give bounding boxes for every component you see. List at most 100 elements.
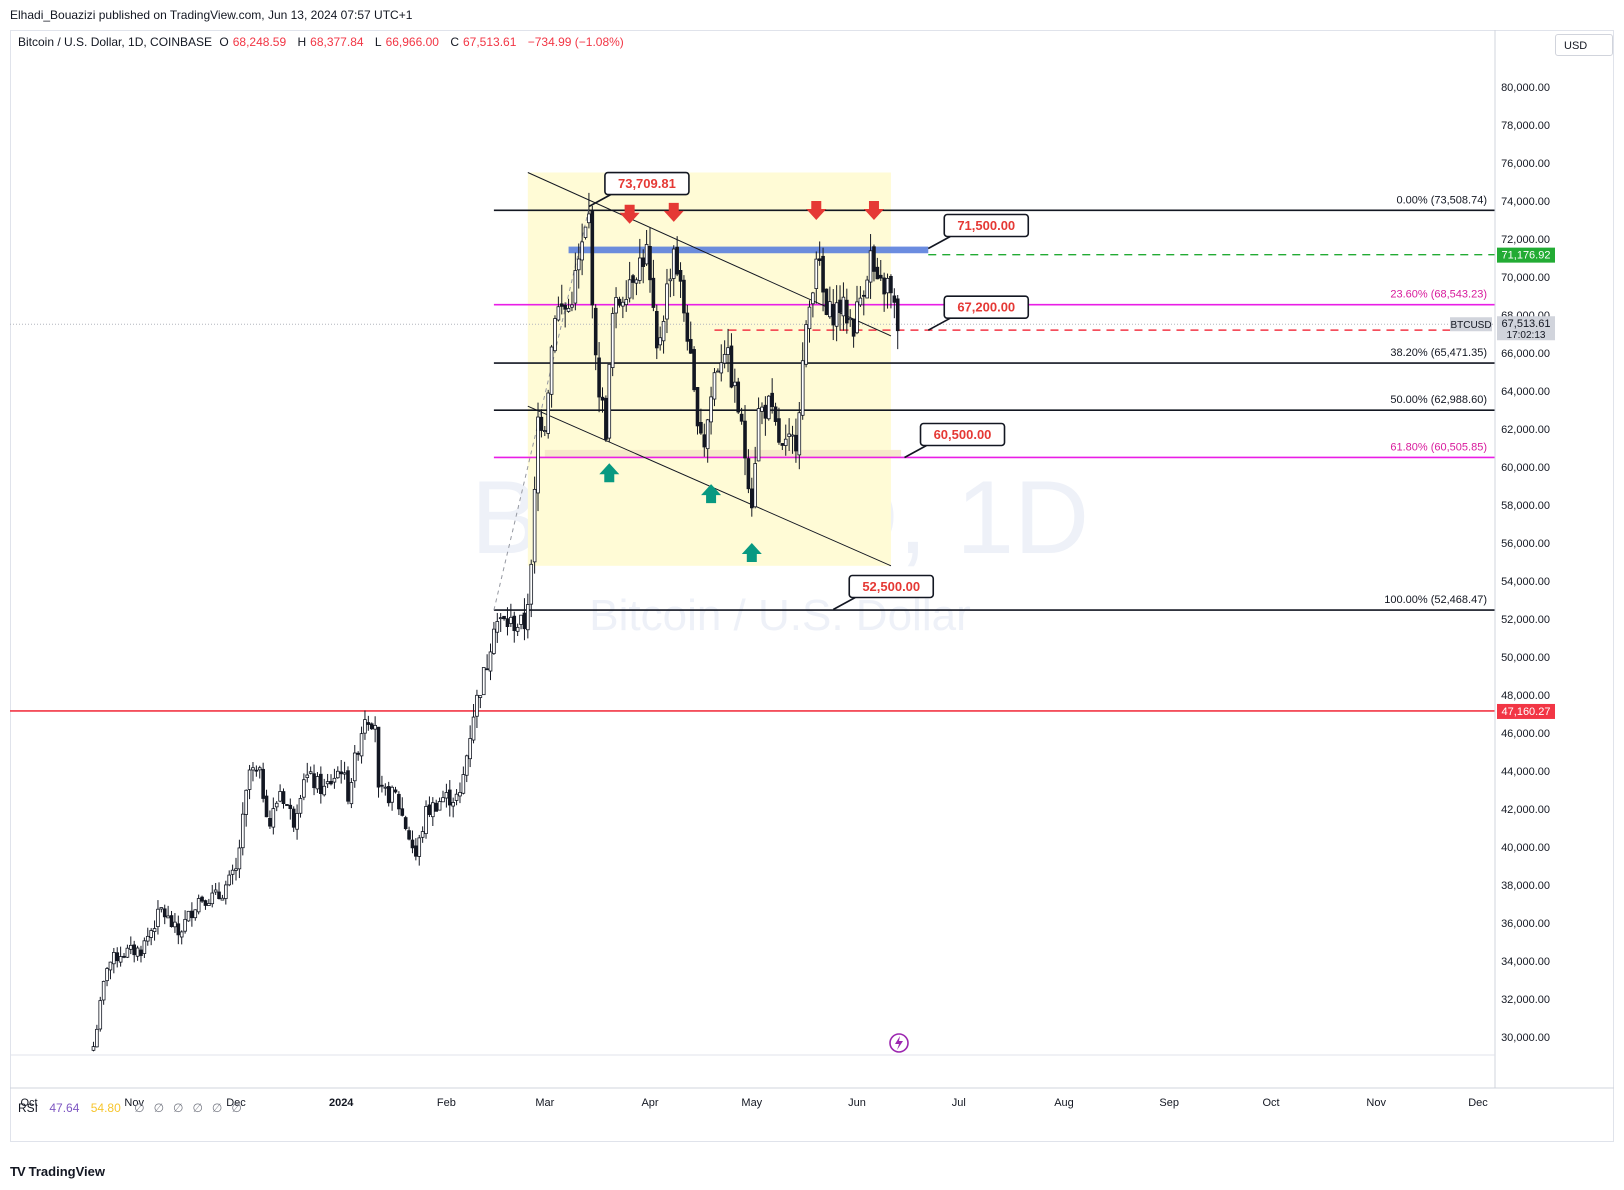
candle-body — [872, 246, 876, 272]
candle-body — [671, 248, 676, 279]
candle-body — [559, 303, 564, 307]
candle-body — [397, 793, 401, 810]
candle-body — [319, 773, 323, 795]
close-key: C — [450, 35, 459, 49]
candle-body — [414, 845, 418, 857]
candle-body — [363, 719, 367, 734]
candle-body — [705, 419, 710, 450]
candle-body — [227, 874, 232, 886]
price-tick-label: 38,000.00 — [1501, 880, 1550, 892]
candle-body — [627, 279, 632, 299]
price-axis[interactable]: 30,000.00 32,000.00 34,000.00 36,000.00 38,0… — [1450, 30, 1555, 1088]
candle-body — [400, 808, 405, 816]
candle-body — [824, 288, 829, 315]
candle-body — [173, 921, 177, 928]
callout-pointer — [927, 235, 951, 250]
candle-body — [132, 944, 136, 956]
candle-body — [468, 738, 472, 760]
fib-level-label: 50.00% (62,988.60) — [1390, 394, 1487, 406]
candle-body — [288, 804, 293, 809]
candle-body — [291, 808, 296, 828]
candle-body — [570, 304, 574, 308]
currency-selector[interactable]: USD — [1555, 34, 1613, 56]
candle-body — [332, 777, 337, 783]
rsi-legend[interactable]: RSI 47.64 54.80 ∅ ∅ ∅ ∅ ∅ ∅ — [18, 1101, 251, 1115]
candle-body — [817, 258, 822, 261]
candle-body — [576, 258, 581, 271]
candle-body — [648, 246, 652, 281]
candle-body — [895, 298, 900, 332]
price-tick-label: 80,000.00 — [1501, 82, 1550, 94]
symbol-legend[interactable]: Bitcoin / U.S. Dollar, 1D, COINBASE O 68,… — [18, 35, 632, 49]
candle-body — [688, 338, 693, 354]
open-key: O — [219, 35, 229, 49]
last-price-value: 67,513.61 — [1502, 318, 1551, 330]
candle-body — [464, 755, 469, 776]
tradingview-brand[interactable]: TV TradingView — [10, 1164, 105, 1179]
candle-body — [763, 404, 768, 419]
candle-body — [393, 789, 398, 793]
time-tick-label: Apr — [641, 1097, 658, 1109]
callout-label: 67,200.00 — [957, 300, 1015, 315]
candle-body — [590, 211, 595, 306]
candle-body — [515, 626, 520, 632]
candle-body — [733, 381, 737, 387]
candle-body — [302, 779, 306, 798]
price-tick-label: 78,000.00 — [1501, 120, 1550, 132]
candle-body — [295, 813, 299, 830]
high-value: 68,377.84 — [310, 35, 364, 49]
candle-body — [369, 723, 374, 730]
candle-body — [702, 434, 707, 448]
candle-body — [112, 952, 116, 965]
candle-body — [800, 360, 805, 416]
candle-body — [210, 892, 215, 905]
candle-body — [91, 1046, 96, 1051]
candle-body — [861, 294, 866, 297]
price-tick-label: 32,000.00 — [1501, 994, 1550, 1006]
candle-body — [196, 898, 201, 913]
callout-box — [604, 171, 690, 196]
candle-body — [865, 279, 869, 299]
candle-body — [346, 770, 350, 802]
fib-level-label: 38.20% (65,471.35) — [1390, 347, 1487, 359]
candle-body — [247, 769, 252, 790]
time-tick-label: Jul — [952, 1097, 966, 1109]
rsi-value: 47.64 — [49, 1101, 80, 1115]
rsi-na-symbol: ∅ — [192, 1101, 203, 1115]
last-price-symbol-bg — [1450, 317, 1492, 332]
candle-body — [722, 353, 727, 364]
candle-body — [240, 813, 245, 849]
candle-body — [237, 847, 242, 870]
time-axis[interactable]: Oct Nov Dec 2024 Feb Mar Apr May Jun Jul Aug Sep Oct… — [10, 1054, 1614, 1109]
candle-body — [434, 802, 439, 812]
price-tick-label: 44,000.00 — [1501, 766, 1550, 778]
candle-body — [220, 897, 225, 901]
candle-body — [875, 266, 880, 280]
symbol-description: Bitcoin / U.S. Dollar, 1D, COINBASE — [18, 35, 213, 49]
candle-body — [583, 226, 588, 238]
candle-body — [179, 931, 184, 938]
candle-body — [308, 771, 313, 774]
candle-body — [773, 406, 778, 422]
candle-body — [638, 257, 642, 281]
candle-body — [176, 923, 181, 936]
candle-body — [868, 250, 873, 283]
price-tick-label: 56,000.00 — [1501, 538, 1550, 550]
open-value: 68,248.59 — [232, 35, 287, 49]
candle-body — [838, 299, 842, 313]
callout-box — [943, 295, 1030, 320]
candle-body — [631, 275, 635, 283]
candle-body — [780, 443, 785, 446]
price-tick-label: 50,000.00 — [1501, 652, 1550, 664]
candle-body — [142, 940, 147, 954]
rsi-na-values: ∅ ∅ ∅ ∅ ∅ ∅ — [134, 1101, 251, 1115]
candle-body — [424, 806, 428, 835]
candle-body — [475, 694, 479, 717]
candle-body — [716, 370, 720, 373]
candle-body — [661, 320, 666, 342]
change-value: −734.99 (−1.08%) — [527, 35, 624, 49]
callout-box — [943, 213, 1030, 238]
candle-body — [617, 298, 622, 306]
candle-body — [644, 244, 649, 265]
